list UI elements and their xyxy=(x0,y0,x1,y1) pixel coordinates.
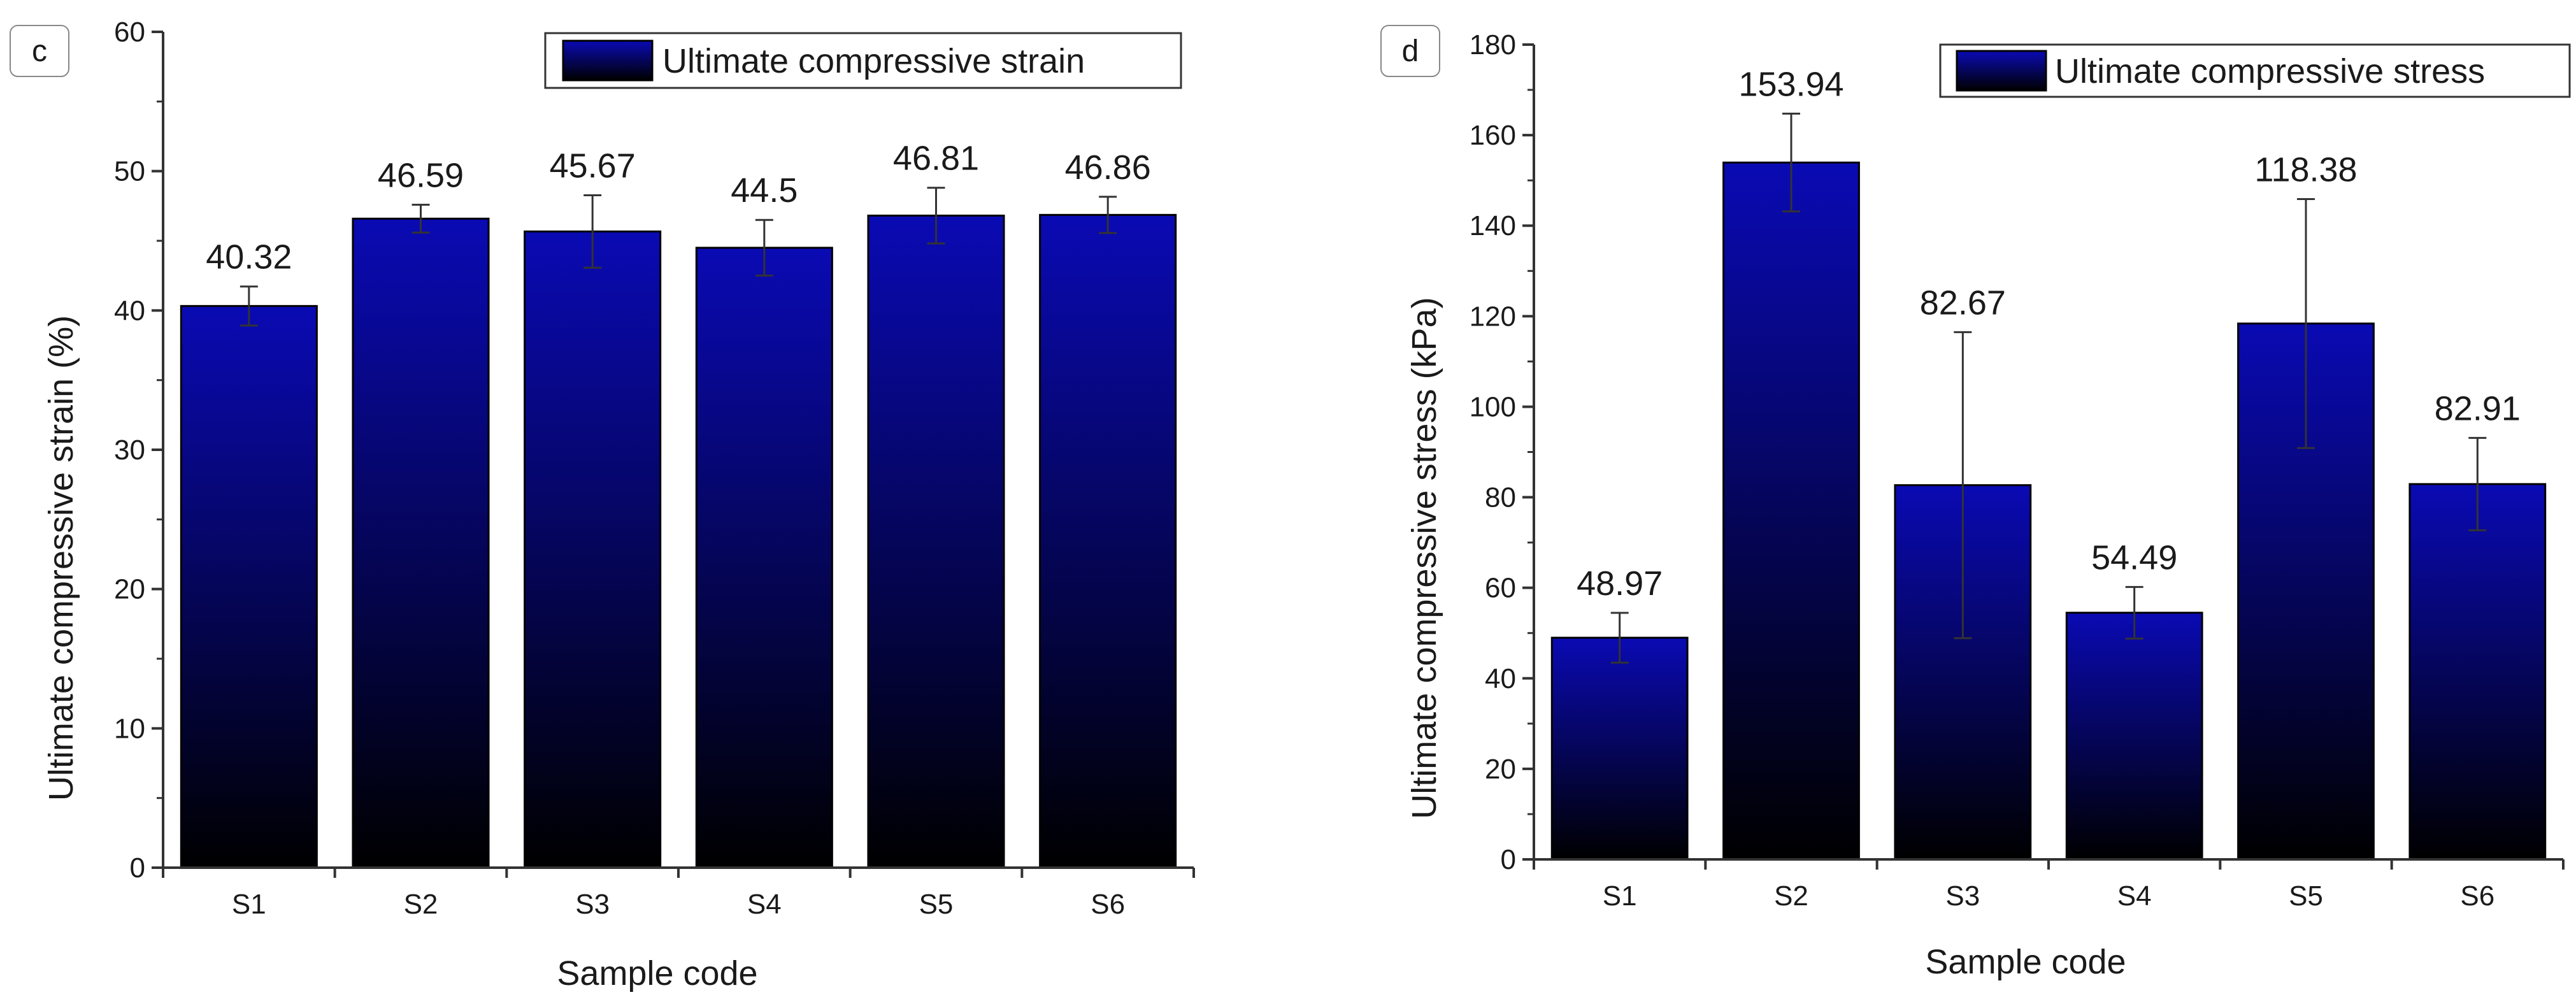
value-label: 46.86 xyxy=(1065,148,1151,187)
error-bar-group xyxy=(240,187,1117,327)
y-tick-label: 20 xyxy=(114,574,145,605)
x-tick-label: S1 xyxy=(1603,880,1637,912)
x-tick-label: S3 xyxy=(1945,880,1980,912)
x-tick-label: S4 xyxy=(747,889,782,920)
legend-swatch xyxy=(1956,50,2047,92)
value-label: 48.97 xyxy=(1577,564,1663,603)
bar xyxy=(352,217,490,869)
y-tick-label: 10 xyxy=(114,713,145,744)
bar xyxy=(2065,612,2203,861)
y-axis: 0 10 20 30 40 50 60 xyxy=(114,17,164,884)
x-tick-label: S2 xyxy=(1774,880,1808,912)
value-label: 40.32 xyxy=(206,238,292,276)
y-tick-label: 0 xyxy=(130,852,145,884)
y-tick-label: 120 xyxy=(1470,301,1516,332)
x-tick-label: S1 xyxy=(232,889,266,920)
legend-swatch xyxy=(562,39,654,82)
x-axis: S1 S2 S3 S4 S5 S6 xyxy=(162,866,1195,920)
x-tick-label: S4 xyxy=(2117,880,2152,912)
panel-letter: d xyxy=(1402,34,1419,68)
bar-group xyxy=(180,213,1177,869)
x-tick-label: S5 xyxy=(2289,880,2323,912)
panel-c: c 40.32 46.59 45.67 44.5 46.81 46.86 0 10 20 30 4… xyxy=(10,17,1195,993)
value-label: 46.59 xyxy=(378,156,464,194)
y-tick-label: 0 xyxy=(1501,844,1516,875)
panel-letter: c xyxy=(32,34,47,68)
value-label: 46.81 xyxy=(893,140,979,178)
x-axis-title: Sample code xyxy=(557,954,757,993)
x-axis: S1 S2 S3 S4 S5 S6 xyxy=(1533,858,2565,912)
y-tick-label: 20 xyxy=(1485,754,1516,785)
bar-group xyxy=(1550,161,2547,861)
y-tick-label: 50 xyxy=(114,156,145,187)
y-tick-label: 60 xyxy=(114,17,145,48)
bar xyxy=(695,247,833,869)
y-tick-label: 40 xyxy=(114,295,145,326)
x-tick-label: S2 xyxy=(404,889,438,920)
x-axis-title: Sample code xyxy=(1925,943,2126,981)
value-label: 45.67 xyxy=(550,147,636,185)
value-label-group: 48.97 153.94 82.67 54.49 118.38 82.91 xyxy=(1577,65,2521,603)
x-tick-label: S6 xyxy=(1091,889,1125,920)
y-axis-title: Ultimate compressive strain (%) xyxy=(42,315,80,801)
y-tick-label: 30 xyxy=(114,434,145,466)
x-tick-label: S6 xyxy=(2460,880,2494,912)
legend-label: Ultimate compressive stress xyxy=(2055,52,2485,90)
panel-letter-box xyxy=(1380,25,1440,77)
legend: Ultimate compressive strain xyxy=(544,32,1182,89)
bar xyxy=(1550,636,1689,861)
value-label: 44.5 xyxy=(731,171,798,210)
legend-label: Ultimate compressive strain xyxy=(662,42,1085,80)
value-label: 54.49 xyxy=(2091,538,2177,577)
bar xyxy=(180,305,318,869)
legend: Ultimate compressive stress xyxy=(1939,43,2571,98)
panel-d: d 48.97 153.94 82.67 54.49 118.38 82.91 0 20 40… xyxy=(1380,25,2571,981)
value-label: 118.38 xyxy=(2254,150,2357,189)
bar xyxy=(2408,483,2547,861)
y-tick-label: 160 xyxy=(1470,120,1516,151)
y-tick-label: 180 xyxy=(1470,29,1516,61)
y-tick-label: 140 xyxy=(1470,210,1516,241)
value-label: 153.94 xyxy=(1738,65,1843,103)
error-bar-group xyxy=(1610,112,2487,664)
bar xyxy=(1722,161,1860,861)
bar xyxy=(1039,213,1177,869)
x-tick-label: S5 xyxy=(919,889,954,920)
bar xyxy=(524,230,662,869)
value-label: 82.91 xyxy=(2435,389,2521,427)
y-tick-label: 60 xyxy=(1485,573,1516,604)
panel-letter-box xyxy=(10,25,69,77)
y-tick-label: 80 xyxy=(1485,482,1516,513)
bar xyxy=(867,214,1005,869)
y-axis: 0 20 40 60 80 100 120 140 160 180 xyxy=(1470,29,1535,875)
y-axis-title: Ultimate compressive stress (kPa) xyxy=(1405,297,1443,819)
y-tick-label: 100 xyxy=(1470,391,1516,422)
value-label-group: 40.32 46.59 45.67 44.5 46.81 46.86 xyxy=(206,140,1150,276)
x-tick-label: S3 xyxy=(575,889,610,920)
y-tick-label: 40 xyxy=(1485,663,1516,694)
value-label: 82.67 xyxy=(1920,283,2006,322)
